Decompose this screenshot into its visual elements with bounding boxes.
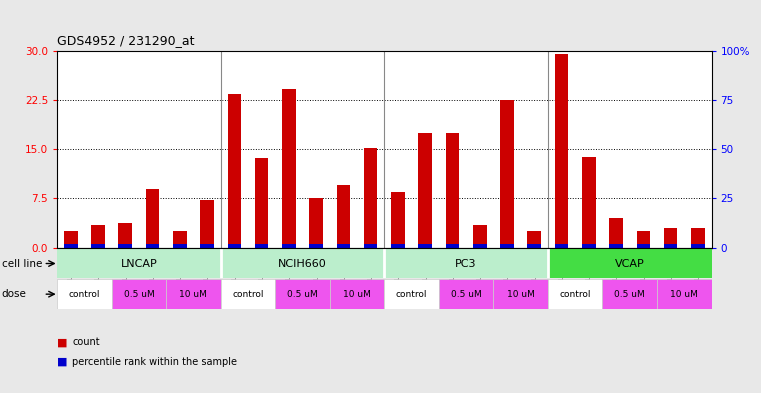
Text: 10 uM: 10 uM bbox=[507, 290, 534, 299]
Text: VCAP: VCAP bbox=[615, 259, 645, 268]
Text: dose: dose bbox=[2, 289, 27, 299]
Bar bbox=[582, 244, 596, 248]
Bar bbox=[691, 244, 705, 248]
Text: 0.5 uM: 0.5 uM bbox=[287, 290, 318, 299]
Bar bbox=[391, 244, 405, 248]
Bar bbox=[419, 133, 432, 248]
Bar bbox=[493, 279, 548, 309]
Bar bbox=[610, 218, 623, 248]
Bar bbox=[282, 244, 296, 248]
Bar bbox=[119, 244, 132, 248]
Bar bbox=[500, 244, 514, 248]
Bar bbox=[364, 244, 377, 248]
Bar bbox=[657, 279, 712, 309]
Bar bbox=[582, 157, 596, 248]
Text: PC3: PC3 bbox=[455, 259, 477, 268]
Bar bbox=[173, 244, 186, 248]
Bar bbox=[473, 244, 486, 248]
Bar bbox=[200, 244, 214, 248]
Bar bbox=[384, 249, 548, 278]
Text: LNCAP: LNCAP bbox=[120, 259, 158, 268]
Bar bbox=[330, 279, 384, 309]
Bar bbox=[166, 279, 221, 309]
Bar bbox=[145, 189, 159, 248]
Bar bbox=[527, 244, 541, 248]
Bar bbox=[555, 54, 568, 248]
Bar bbox=[610, 244, 623, 248]
Bar bbox=[691, 228, 705, 248]
Text: cell line: cell line bbox=[2, 259, 42, 268]
Text: GDS4952 / 231290_at: GDS4952 / 231290_at bbox=[57, 34, 195, 47]
Bar bbox=[145, 244, 159, 248]
Bar bbox=[309, 198, 323, 248]
Bar bbox=[603, 279, 657, 309]
Text: ■: ■ bbox=[57, 337, 68, 347]
Text: control: control bbox=[559, 290, 591, 299]
Bar bbox=[664, 228, 677, 248]
Bar bbox=[500, 100, 514, 248]
Bar bbox=[309, 244, 323, 248]
Bar bbox=[364, 148, 377, 248]
Bar bbox=[57, 249, 221, 278]
Bar bbox=[91, 225, 105, 248]
Bar bbox=[446, 244, 460, 248]
Bar bbox=[91, 244, 105, 248]
Bar bbox=[446, 133, 460, 248]
Bar bbox=[64, 244, 78, 248]
Bar bbox=[439, 279, 493, 309]
Bar bbox=[548, 249, 712, 278]
Text: 10 uM: 10 uM bbox=[670, 290, 698, 299]
Text: control: control bbox=[232, 290, 264, 299]
Bar bbox=[173, 231, 186, 248]
Text: control: control bbox=[68, 290, 100, 299]
Bar bbox=[200, 200, 214, 248]
Bar bbox=[228, 94, 241, 248]
Text: 0.5 uM: 0.5 uM bbox=[451, 290, 482, 299]
Bar bbox=[282, 89, 296, 248]
Text: NCIH660: NCIH660 bbox=[278, 259, 327, 268]
Bar bbox=[275, 279, 330, 309]
Text: control: control bbox=[396, 290, 428, 299]
Bar bbox=[221, 279, 275, 309]
Text: 10 uM: 10 uM bbox=[180, 290, 207, 299]
Text: ■: ■ bbox=[57, 357, 68, 367]
Bar bbox=[636, 244, 650, 248]
Bar bbox=[228, 244, 241, 248]
Bar bbox=[64, 231, 78, 248]
Bar bbox=[548, 279, 603, 309]
Bar bbox=[221, 249, 384, 278]
Bar bbox=[555, 244, 568, 248]
Bar bbox=[119, 223, 132, 248]
Bar bbox=[391, 192, 405, 248]
Bar bbox=[112, 279, 166, 309]
Bar bbox=[664, 244, 677, 248]
Bar bbox=[255, 158, 269, 248]
Text: count: count bbox=[72, 337, 100, 347]
Text: 0.5 uM: 0.5 uM bbox=[123, 290, 154, 299]
Bar bbox=[336, 244, 350, 248]
Bar bbox=[57, 279, 112, 309]
Bar bbox=[419, 244, 432, 248]
Text: percentile rank within the sample: percentile rank within the sample bbox=[72, 357, 237, 367]
Bar bbox=[336, 185, 350, 248]
Bar bbox=[527, 231, 541, 248]
Bar bbox=[473, 225, 486, 248]
Text: 0.5 uM: 0.5 uM bbox=[614, 290, 645, 299]
Bar bbox=[384, 279, 439, 309]
Bar bbox=[636, 231, 650, 248]
Text: 10 uM: 10 uM bbox=[343, 290, 371, 299]
Bar bbox=[255, 244, 269, 248]
